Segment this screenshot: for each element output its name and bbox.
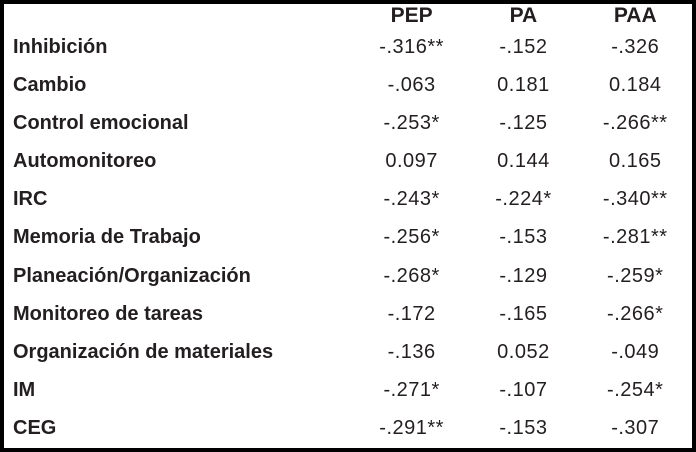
row-label: Planeación/Organización — [13, 264, 251, 287]
cell-pa: 0.181 — [497, 73, 550, 96]
row-label: CEG — [13, 417, 57, 440]
cell-pep: -.253* — [383, 111, 440, 134]
cell-pa: -.153 — [499, 417, 548, 440]
row-label: Automonitoreo — [13, 150, 157, 173]
cell-pep: -.256* — [383, 226, 440, 249]
row-label: Inhibición — [13, 35, 108, 58]
table-row: Monitoreo de tareas -.172 -.165 -.266* — [4, 295, 692, 333]
row-label: IM — [13, 379, 36, 402]
cell-pep: -.271* — [383, 379, 440, 402]
cell-pa: -.107 — [499, 379, 548, 402]
cell-pa: -.125 — [499, 111, 548, 134]
cell-pa: 0.144 — [497, 150, 550, 173]
cell-pep: -.268* — [383, 264, 440, 287]
cell-pep: -.172 — [387, 302, 436, 325]
cell-paa: -.259* — [607, 264, 664, 287]
column-header-pep: PEP — [390, 4, 433, 27]
correlation-table: PEP PA PAA Inhibición -.316** -.152 -.326 Ca… — [4, 4, 692, 448]
table-row: IM -.271* -.107 -.254* — [4, 372, 692, 410]
row-label: Organización de materiales — [13, 340, 274, 363]
cell-pa: -.165 — [499, 302, 548, 325]
cell-paa: 0.184 — [608, 73, 662, 96]
cell-paa: -.281** — [602, 226, 668, 249]
cell-pep: -.063 — [387, 73, 436, 96]
cell-pep: -.316** — [379, 35, 444, 58]
table-row: Automonitoreo 0.097 0.144 0.165 — [4, 143, 692, 181]
cell-pep: -.136 — [387, 340, 436, 363]
cell-pep: -.243* — [383, 188, 440, 211]
table-row: CEG -.291** -.153 -.307 — [4, 410, 692, 448]
table-row: Inhibición -.316** -.152 -.326 — [4, 28, 692, 66]
cell-paa: -.266** — [602, 111, 668, 134]
table-body: Inhibición -.316** -.152 -.326 Cambio -.063 0.… — [4, 28, 692, 448]
row-label: IRC — [13, 188, 48, 211]
header-row: PEP PA PAA — [4, 4, 692, 28]
cell-pa: 0.052 — [497, 340, 550, 363]
column-header-paa: PAA — [613, 4, 657, 27]
cell-paa: -.266* — [607, 302, 664, 325]
table-row: Control emocional -.253* -.125 -.266** — [4, 104, 692, 142]
row-label: Monitoreo de tareas — [13, 302, 204, 325]
cell-paa: 0.165 — [608, 150, 662, 173]
cell-pa: -.129 — [499, 264, 548, 287]
cell-pa: -.152 — [499, 35, 548, 58]
cell-pep: -.291** — [379, 417, 444, 440]
row-label: Cambio — [13, 73, 87, 96]
cell-pep: 0.097 — [385, 150, 438, 173]
row-header-blank — [4, 4, 355, 28]
row-label: Memoria de Trabajo — [13, 226, 201, 249]
column-header-pa: PA — [509, 4, 538, 27]
table-row: Planeación/Organización -.268* -.129 -.259* — [4, 257, 692, 295]
row-label: Control emocional — [13, 111, 189, 134]
table-row: IRC -.243* -.224* -.340** — [4, 181, 692, 219]
table-row: Organización de materiales -.136 0.052 -.04… — [4, 333, 692, 371]
cell-pa: -.224* — [495, 188, 552, 211]
cell-paa: -.307 — [611, 417, 660, 440]
table-row: Memoria de Trabajo -.256* -.153 -.281** — [4, 219, 692, 257]
cell-paa: -.049 — [611, 340, 660, 363]
cell-pa: -.153 — [499, 226, 548, 249]
cell-paa: -.254* — [607, 379, 664, 402]
cell-paa: -.326 — [611, 35, 660, 58]
cell-paa: -.340** — [602, 188, 668, 211]
table-row: Cambio -.063 0.181 0.184 — [4, 66, 692, 104]
